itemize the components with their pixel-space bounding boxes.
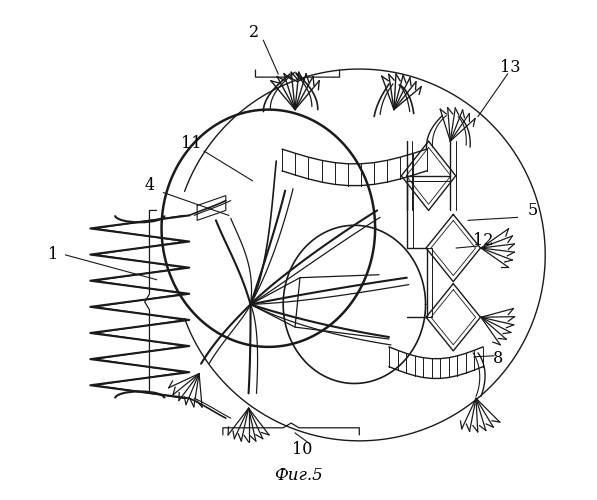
Text: 4: 4 <box>144 177 155 194</box>
Text: 8: 8 <box>493 350 503 368</box>
Text: 13: 13 <box>500 58 521 76</box>
Text: 5: 5 <box>527 202 537 219</box>
Text: Фиг.5: Фиг.5 <box>273 467 322 484</box>
Text: 10: 10 <box>292 442 312 458</box>
Text: 1: 1 <box>48 246 58 264</box>
Text: 2: 2 <box>248 24 259 41</box>
Text: 12: 12 <box>473 232 493 248</box>
Text: 11: 11 <box>181 134 201 152</box>
